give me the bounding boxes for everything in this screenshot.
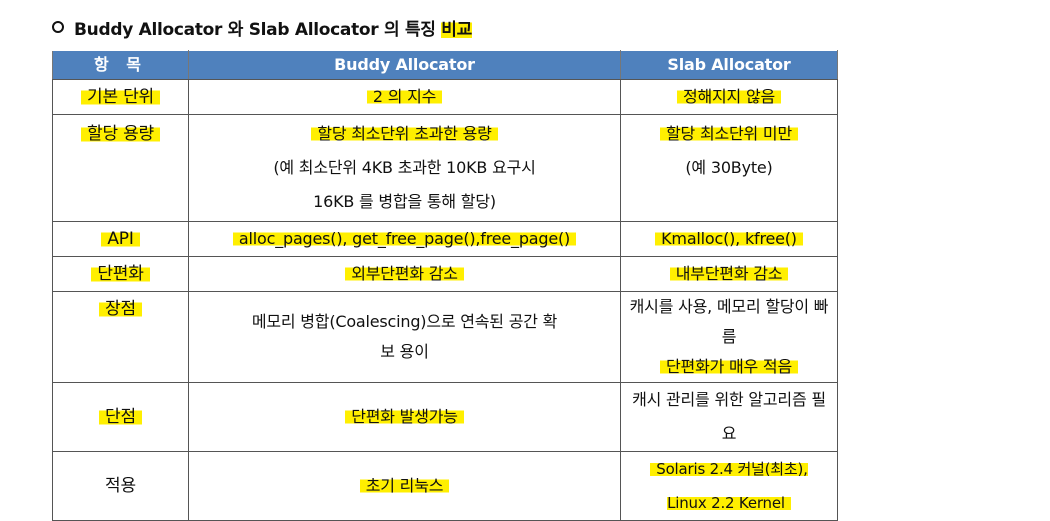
table-row: 단편화 외부단편화 감소 내부단편화 감소 bbox=[52, 256, 838, 292]
slab-text: 캐시 관리를 위한 알고리즘 필요 bbox=[632, 390, 826, 443]
cell-slab: Solaris 2.4 커널(최초), Linux 2.2 Kernel bbox=[620, 451, 838, 521]
table-header-row: 항 목 Buddy Allocator Slab Allocator bbox=[52, 50, 838, 80]
cell-item: 장점 bbox=[52, 291, 189, 383]
cell-buddy: 2 의 지수 bbox=[188, 79, 621, 115]
cell-buddy: 단편화 발생가능 bbox=[188, 382, 621, 452]
item-label: API bbox=[101, 229, 140, 249]
table-row: 할당 용량 할당 최소단위 초과한 용량 (예 최소단위 4KB 초과한 10K… bbox=[52, 114, 838, 222]
title-text: Buddy Allocator 와 Slab Allocator 의 특징 bbox=[74, 19, 442, 40]
cell-buddy: 외부단편화 감소 bbox=[188, 256, 621, 292]
slab-text: 단편화가 매우 적음 bbox=[660, 357, 798, 376]
header-buddy: Buddy Allocator bbox=[188, 50, 621, 80]
cell-buddy: 할당 최소단위 초과한 용량 (예 최소단위 4KB 초과한 10KB 요구시 … bbox=[188, 114, 621, 222]
slab-text: 정해지지 않음 bbox=[676, 87, 781, 106]
cell-item: 단점 bbox=[52, 382, 189, 452]
cell-item: 할당 용량 bbox=[52, 114, 189, 222]
slab-text: 할당 최소단위 미만 bbox=[660, 124, 798, 143]
buddy-text: 2 의 지수 bbox=[366, 87, 443, 106]
item-label: 단편화 bbox=[91, 264, 150, 284]
slab-text: 내부단편화 감소 bbox=[669, 264, 789, 283]
cell-item: 단편화 bbox=[52, 256, 189, 292]
slab-text: Kmalloc(), kfree() bbox=[655, 229, 803, 248]
item-label: 기본 단위 bbox=[81, 87, 160, 107]
cell-buddy: 메모리 병합(Coalescing)으로 연속된 공간 확 보 용이 bbox=[188, 291, 621, 383]
cell-slab: Kmalloc(), kfree() bbox=[620, 221, 838, 257]
buddy-text: 외부단편화 감소 bbox=[345, 264, 464, 283]
cell-slab: 캐시 관리를 위한 알고리즘 필요 bbox=[620, 382, 838, 452]
table-row: 장점 메모리 병합(Coalescing)으로 연속된 공간 확 보 용이 캐시… bbox=[52, 291, 838, 383]
buddy-text: 보 용이 bbox=[380, 342, 429, 361]
item-label: 적용 bbox=[105, 476, 136, 496]
cell-buddy: 초기 리눅스 bbox=[188, 451, 621, 521]
header-slab: Slab Allocator bbox=[620, 50, 838, 80]
cell-item: 적용 bbox=[52, 451, 189, 521]
circle-bullet-icon bbox=[52, 21, 64, 33]
table-row: 기본 단위 2 의 지수 정해지지 않음 bbox=[52, 79, 838, 115]
buddy-text: alloc_pages(), get_free_page(),free_page… bbox=[232, 229, 577, 248]
cell-buddy: alloc_pages(), get_free_page(),free_page… bbox=[188, 221, 621, 257]
cell-slab: 내부단편화 감소 bbox=[620, 256, 838, 292]
section-title: Buddy Allocator 와 Slab Allocator 의 특징 비교 bbox=[52, 13, 472, 41]
table-row: 적용 초기 리눅스 Solaris 2.4 커널(최초), Linux 2.2 … bbox=[52, 451, 838, 521]
header-item: 항 목 bbox=[52, 50, 189, 80]
buddy-text: 16KB 를 병합을 통해 할당) bbox=[313, 192, 496, 211]
title-highlight: 비교 bbox=[441, 14, 472, 40]
item-label: 할당 용량 bbox=[81, 124, 160, 144]
buddy-text: (예 최소단위 4KB 초과한 10KB 요구시 bbox=[273, 158, 536, 177]
item-label: 장점 bbox=[99, 299, 142, 319]
slab-text: Solaris 2.4 커널(최초), Linux 2.2 Kernel bbox=[650, 460, 808, 512]
cell-slab: 캐시를 사용, 메모리 할당이 빠름 단편화가 매우 적음 bbox=[620, 291, 838, 383]
buddy-text: 단편화 발생가능 bbox=[345, 407, 464, 426]
buddy-text: 초기 리눅스 bbox=[359, 476, 450, 495]
cell-item: API bbox=[52, 221, 189, 257]
cell-slab: 정해지지 않음 bbox=[620, 79, 838, 115]
cell-item: 기본 단위 bbox=[52, 79, 189, 115]
table-row: API alloc_pages(), get_free_page(),free_… bbox=[52, 221, 838, 257]
slab-text: (예 30Byte) bbox=[685, 158, 773, 177]
buddy-text: 할당 최소단위 초과한 용량 bbox=[311, 124, 498, 143]
cell-slab: 할당 최소단위 미만 (예 30Byte) bbox=[620, 114, 838, 222]
slab-text: 캐시를 사용, 메모리 할당이 빠름 bbox=[629, 297, 829, 346]
table-row: 단점 단편화 발생가능 캐시 관리를 위한 알고리즘 필요 bbox=[52, 382, 838, 452]
buddy-text: 메모리 병합(Coalescing)으로 연속된 공간 확 bbox=[251, 312, 558, 331]
item-label: 단점 bbox=[99, 407, 142, 427]
comparison-table: 항 목 Buddy Allocator Slab Allocator 기본 단위… bbox=[52, 50, 838, 521]
